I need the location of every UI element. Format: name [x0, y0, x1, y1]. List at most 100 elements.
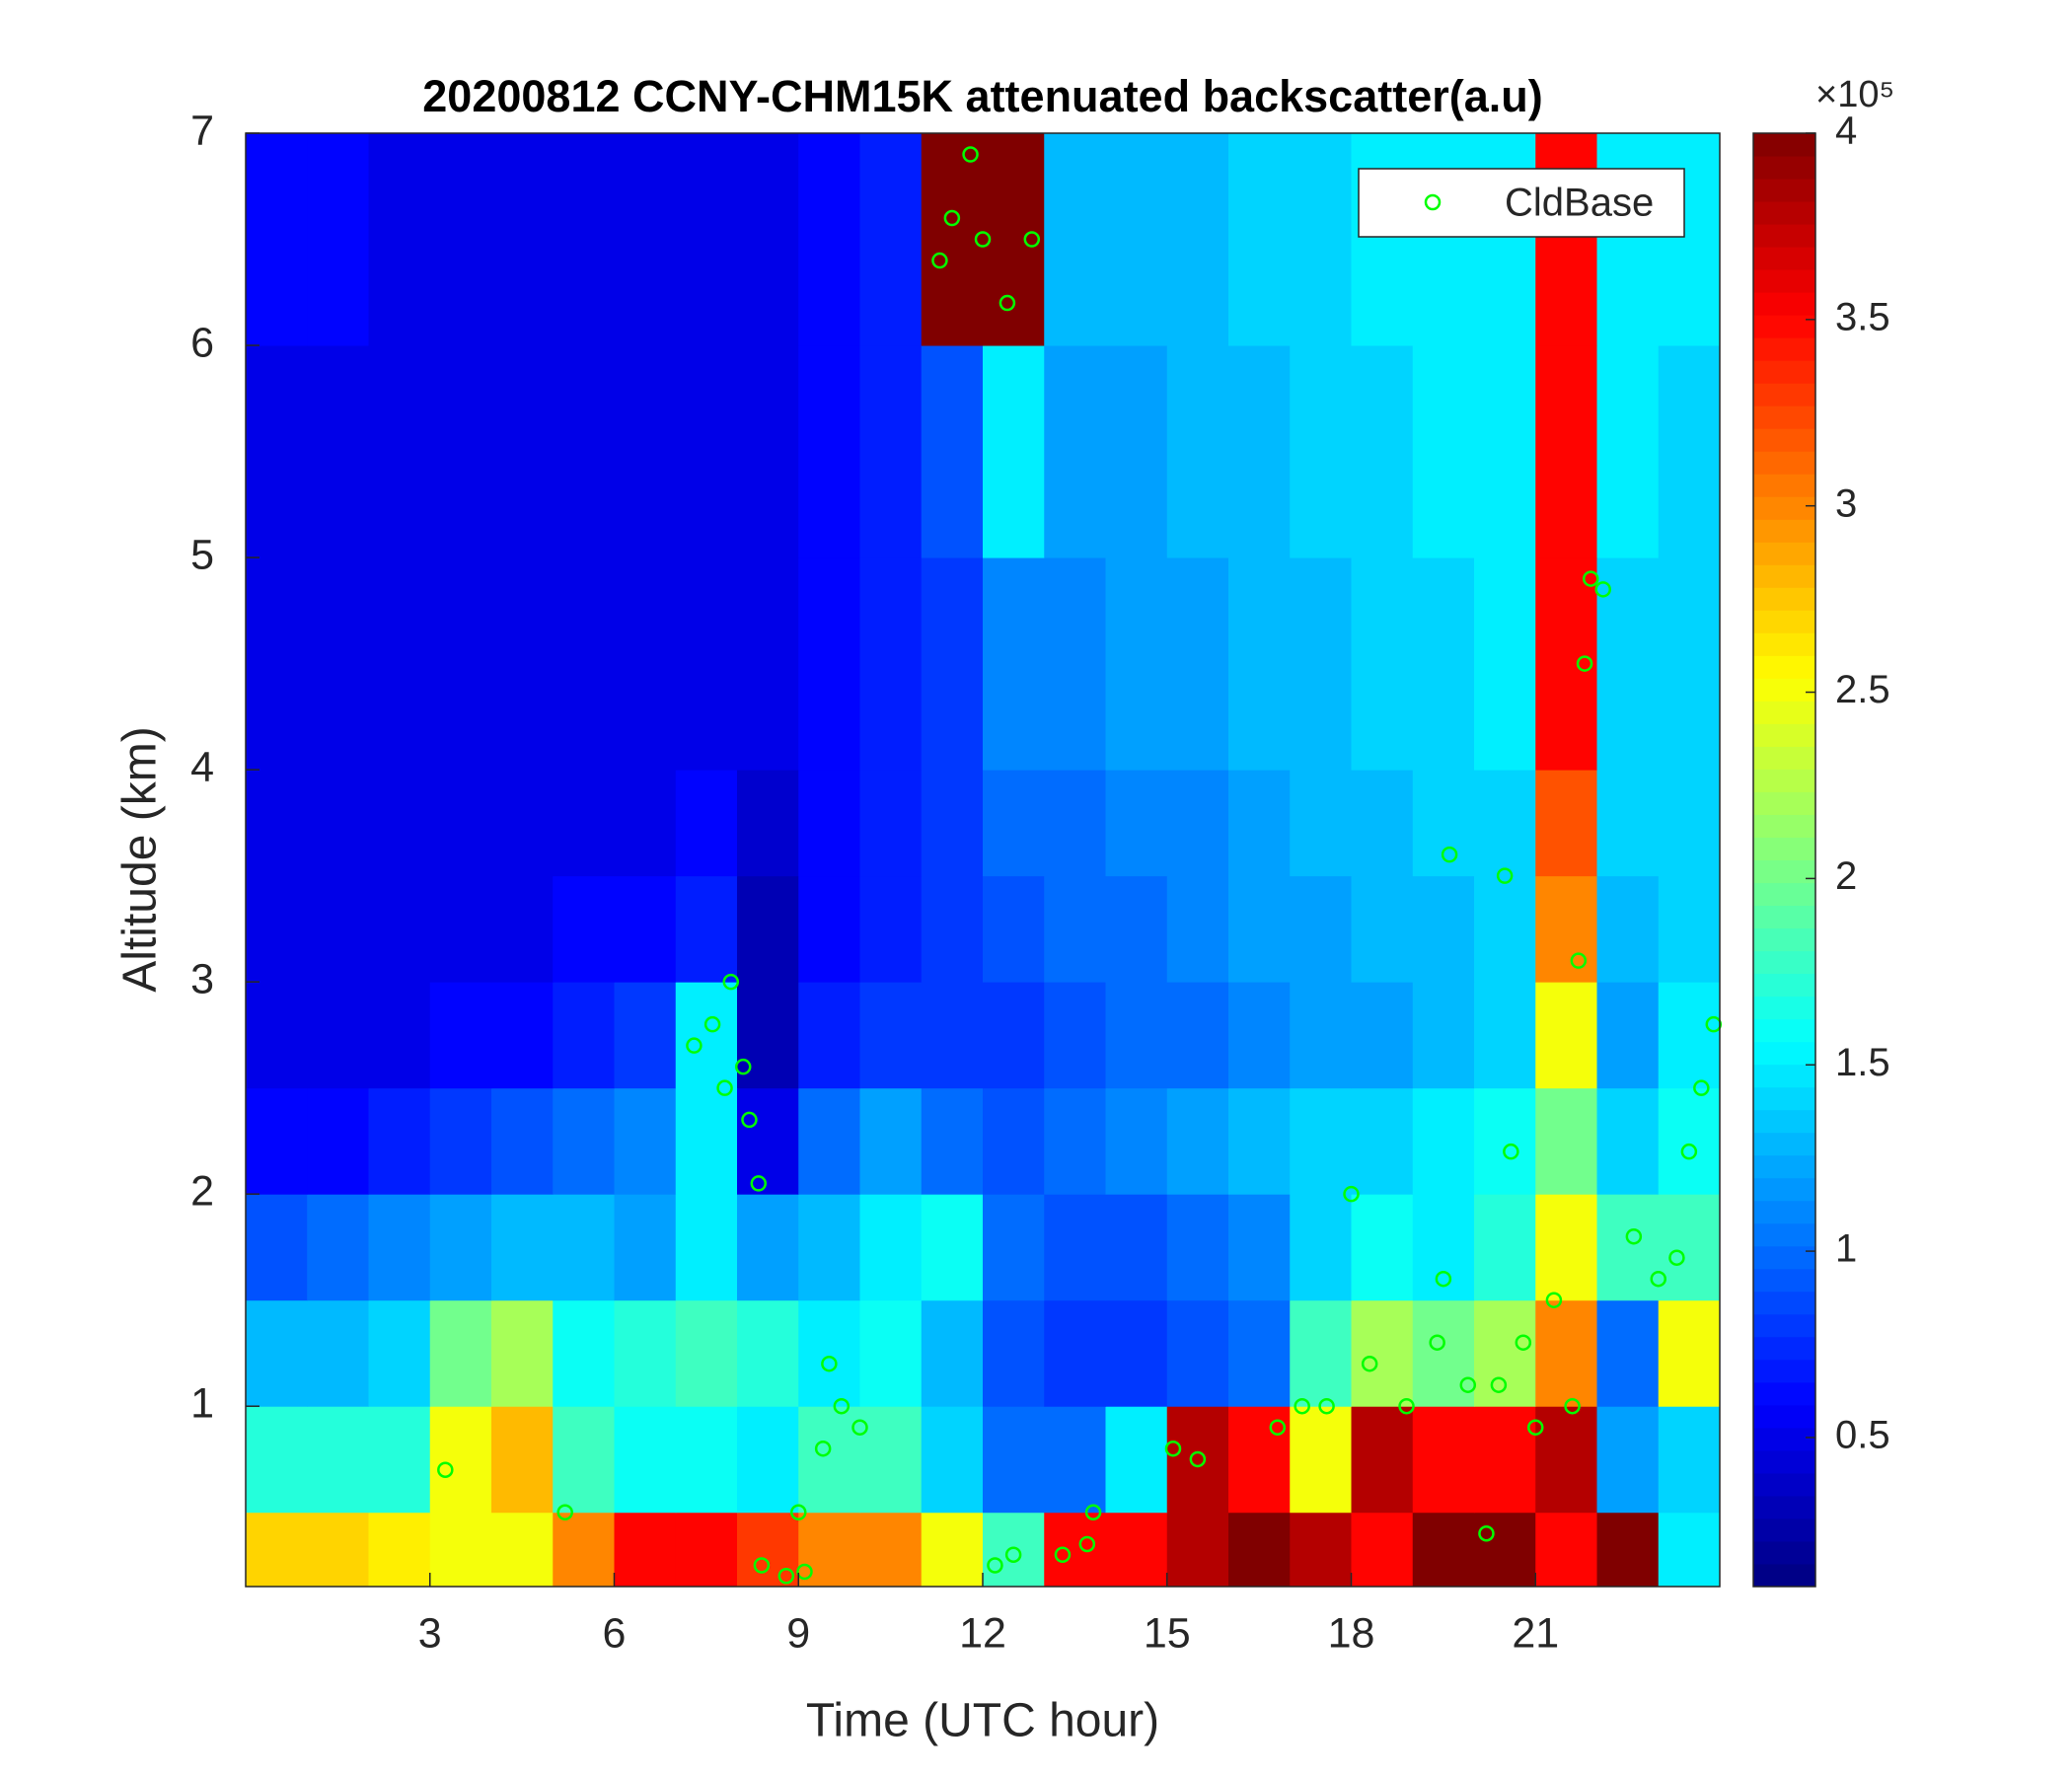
heatmap-cell — [1474, 770, 1536, 877]
heatmap-cell — [737, 557, 799, 771]
colorbar-swatch — [1753, 746, 1815, 770]
chart-title: 20200812 CCNY-CHM15K attenuated backscat… — [422, 71, 1542, 121]
colorbar-swatch — [1753, 655, 1815, 679]
heatmap-cell — [491, 1406, 554, 1514]
heatmap-cell — [1658, 1299, 1721, 1407]
cloud-base-point — [1164, 1440, 1182, 1457]
heatmap-cell — [1596, 770, 1660, 877]
heatmap-cell — [1474, 1406, 1536, 1514]
heatmap-cell — [1105, 875, 1168, 983]
heatmap-cell — [1105, 1299, 1168, 1407]
colorbar-swatch — [1753, 1449, 1815, 1474]
heatmap-cell — [798, 133, 860, 346]
heatmap-cell — [368, 1299, 431, 1407]
heatmap-cell — [859, 770, 923, 877]
heatmap-cell — [491, 1087, 554, 1195]
heatmap-cell — [368, 770, 431, 877]
heatmap-cell — [553, 1512, 615, 1588]
heatmap-cell — [1535, 770, 1597, 877]
cloud-base-point — [1594, 581, 1611, 598]
heatmap-cell — [1290, 557, 1352, 771]
cloud-base-point — [1705, 1015, 1723, 1033]
colorbar-swatch — [1753, 1154, 1815, 1179]
heatmap-cell — [1044, 1299, 1106, 1407]
heatmap-cell — [368, 982, 431, 1089]
heatmap-cell — [983, 1512, 1045, 1588]
heatmap-cell — [1412, 345, 1475, 558]
heatmap-cell — [737, 1299, 799, 1407]
heatmap-cell — [1658, 875, 1721, 983]
heatmap-cell — [429, 982, 492, 1089]
cloud-base-point — [1545, 1292, 1563, 1308]
heatmap-cell — [429, 770, 492, 877]
colorbar-swatch — [1753, 519, 1815, 543]
heatmap-cell — [983, 557, 1045, 771]
colorbar-swatch — [1753, 292, 1815, 316]
colorbar-swatch — [1753, 428, 1815, 452]
colorbar-box — [1752, 132, 1816, 1588]
cloud-base-point — [777, 1567, 795, 1585]
cloud-base-point — [1625, 1227, 1643, 1245]
cloud-base-point — [716, 1079, 733, 1096]
heatmap-cell — [307, 770, 369, 877]
heatmap-cell — [1166, 982, 1229, 1089]
heatmap-cell — [614, 557, 677, 771]
colorbar-swatch — [1753, 1427, 1815, 1451]
colorbar-swatch — [1753, 1200, 1815, 1224]
cloud-base-point — [1680, 1143, 1698, 1160]
heatmap-cell — [1658, 133, 1721, 346]
colorbar-swatch — [1753, 1132, 1815, 1156]
heatmap-cell — [1535, 875, 1597, 983]
heatmap-cell — [921, 1406, 984, 1514]
heatmap-cell — [1228, 1194, 1291, 1301]
cloud-base-point — [1343, 1185, 1360, 1203]
heatmap-cell — [675, 345, 738, 558]
cloud-base-point — [741, 1111, 758, 1129]
colorbar-swatch — [1753, 791, 1815, 815]
heatmap-cell — [675, 1512, 738, 1588]
heatmap-cell — [614, 133, 677, 346]
heatmap-cell — [246, 1299, 308, 1407]
colorbar-tick-label: 2.5 — [1835, 668, 1890, 711]
heatmap-cell — [429, 1406, 492, 1514]
heatmap-cell — [1351, 345, 1414, 558]
colorbar-swatch — [1753, 474, 1815, 497]
heatmap-cell — [429, 345, 492, 558]
colorbar-swatch — [1753, 542, 1815, 565]
heatmap-cell — [1535, 345, 1597, 558]
heatmap-cell — [1166, 1087, 1229, 1195]
colorbar-swatch — [1753, 1245, 1815, 1270]
heatmap-cell — [859, 982, 923, 1089]
heatmap-cell — [1535, 1194, 1597, 1301]
x-tick-label: 15 — [1144, 1609, 1191, 1657]
colorbar-swatch — [1753, 315, 1815, 338]
heatmap-cell — [246, 345, 308, 558]
cloud-base-point — [1318, 1397, 1335, 1415]
cloud-base-point — [1004, 1546, 1022, 1563]
heatmap-cell — [921, 875, 984, 983]
cloud-base-point — [1527, 1419, 1544, 1436]
heatmap-cell — [1105, 133, 1168, 346]
heatmap-cell — [1535, 1406, 1597, 1514]
heatmap-cell — [859, 345, 923, 558]
colorbar-swatch — [1753, 406, 1815, 429]
cloud-base-point — [851, 1419, 868, 1436]
heatmap-cell — [737, 875, 799, 983]
heatmap-cell — [1351, 1512, 1414, 1588]
heatmap-cell — [1474, 1512, 1536, 1588]
cloud-base-point — [1503, 1143, 1519, 1160]
heatmap-cell — [1412, 133, 1475, 346]
heatmap-cell — [1658, 557, 1721, 771]
colorbar-swatch — [1753, 1268, 1815, 1293]
colorbar-swatch — [1753, 587, 1815, 611]
colorbar-swatch — [1753, 133, 1815, 157]
heatmap-cell — [553, 557, 615, 771]
heatmap-cell — [246, 1512, 308, 1588]
colorbar-tick-label: 2 — [1835, 854, 1857, 898]
heatmap-cell — [1166, 133, 1229, 346]
heatmap-cell — [1105, 1087, 1168, 1195]
heatmap-cell — [859, 557, 923, 771]
heatmap-cell — [1412, 1299, 1475, 1407]
colorbar-swatch — [1753, 224, 1815, 248]
